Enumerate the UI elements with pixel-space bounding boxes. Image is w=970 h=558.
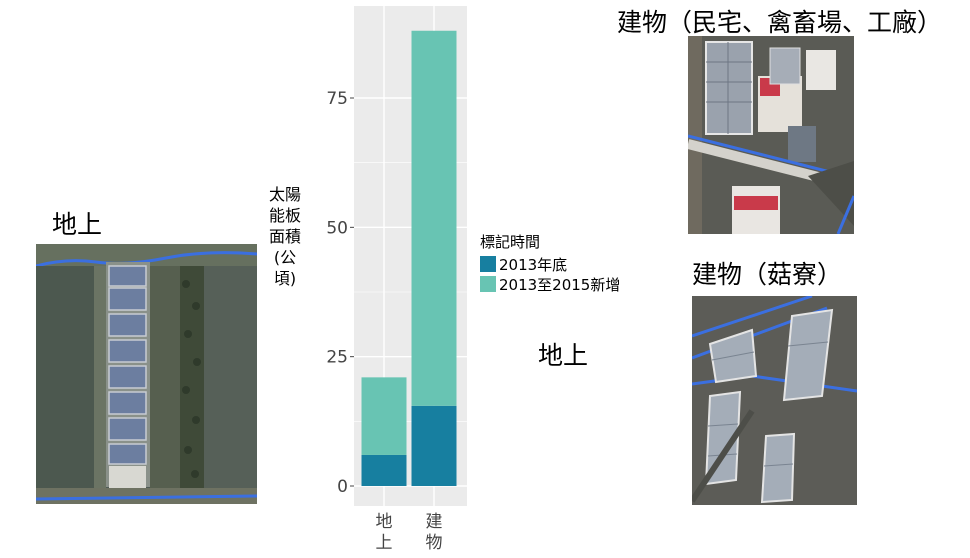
ground-label-left: 地上	[52, 205, 102, 241]
y-tick-label: 75	[326, 89, 348, 109]
y-tick-label: 50	[326, 218, 348, 238]
legend-key-2013	[480, 256, 496, 272]
y-axis-label-text: 太陽能板面積(公頃)	[268, 184, 302, 289]
legend-item-2013: 2013年底	[480, 254, 620, 274]
chart-legend: 標記時間 2013年底 2013至2015新增	[480, 231, 620, 294]
stacked-bar-chart: 0 25 50 75	[320, 0, 470, 558]
building-label-mushroom: 建物（菇寮）	[692, 255, 842, 291]
y-tick-label: 0	[337, 477, 348, 497]
aerial-photo-buildings	[688, 36, 854, 234]
legend-item-new: 2013至2015新增	[480, 274, 620, 294]
legend-label-new: 2013至2015新增	[499, 274, 620, 295]
aerial-photo-ground	[36, 244, 257, 504]
y-tick-label: 25	[326, 348, 348, 368]
building-label-top: 建物（民宅、禽畜場、工廠）	[617, 3, 942, 39]
bar-ground-2013	[362, 455, 407, 486]
y-axis-label: 太陽能板面積(公頃)	[268, 184, 302, 289]
bar-building-2013	[412, 406, 457, 486]
legend-label-2013: 2013年底	[499, 254, 567, 275]
bar-building-new	[412, 31, 457, 406]
bar-ground-new	[362, 377, 407, 455]
x-tick-label-ground: 地上	[372, 512, 396, 554]
x-tick-label-building: 建物	[422, 512, 446, 554]
legend-title: 標記時間	[480, 231, 620, 252]
ground-label-mid: 地上	[538, 336, 588, 372]
legend-key-new	[480, 276, 496, 292]
aerial-photo-mushroom-sheds	[692, 296, 857, 505]
